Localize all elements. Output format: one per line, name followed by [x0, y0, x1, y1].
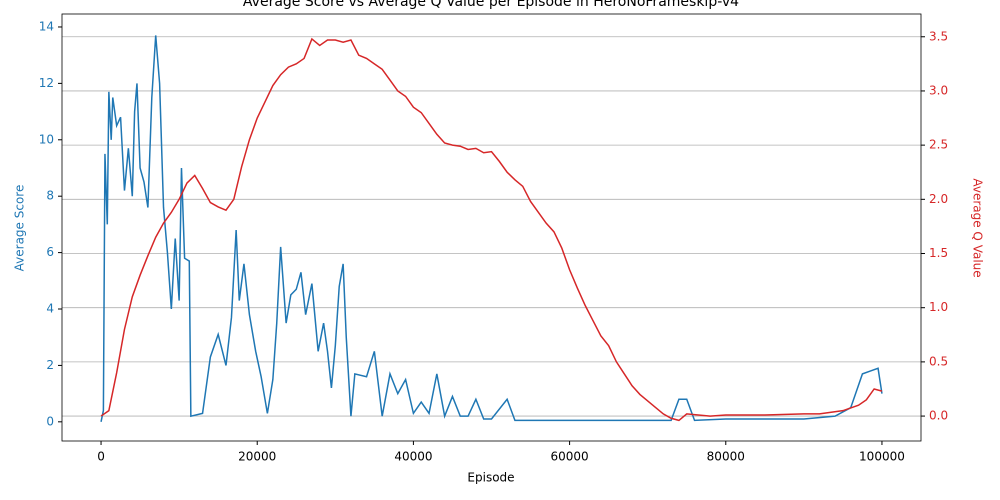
x-tick-label: 100000	[859, 450, 905, 464]
chart-title: Average Score vs Average Q Value per Epi…	[243, 0, 739, 10]
y-tick-label: 6	[46, 245, 54, 259]
y2-tick-label: 3.5	[929, 29, 948, 43]
y-tick-label: 12	[39, 76, 54, 90]
y2-tick-label: 1.0	[929, 300, 948, 314]
plot-frame	[61, 13, 922, 442]
y-axis-label: Average Score	[13, 185, 27, 272]
y-tick-label: 10	[39, 132, 54, 146]
y2-tick-label: 2.0	[929, 192, 948, 206]
x-tick-label: 60000	[550, 450, 588, 464]
y2-tick-label: 3.0	[929, 83, 948, 97]
x-axis-label: Episode	[467, 471, 514, 485]
x-tick-label: 40000	[394, 450, 432, 464]
x-tick-label: 0	[97, 450, 105, 464]
y2-axis-label: Average Q Value	[971, 178, 985, 277]
y-tick-label: 8	[46, 189, 54, 203]
y-tick-label: 14	[39, 19, 54, 33]
series-line	[100, 35, 883, 422]
y-tick-label: 4	[46, 302, 54, 316]
y2-tick-label: 2.5	[929, 138, 948, 152]
y2-tick-label: 1.5	[929, 246, 948, 260]
y-tick-label: 2	[46, 358, 54, 372]
y2-tick-label: 0.0	[929, 409, 948, 423]
y-tick-label: 0	[46, 414, 54, 428]
series-line	[100, 37, 883, 422]
x-tick-label: 80000	[707, 450, 745, 464]
x-tick-label: 20000	[238, 450, 276, 464]
y2-tick-label: 0.5	[929, 354, 948, 368]
